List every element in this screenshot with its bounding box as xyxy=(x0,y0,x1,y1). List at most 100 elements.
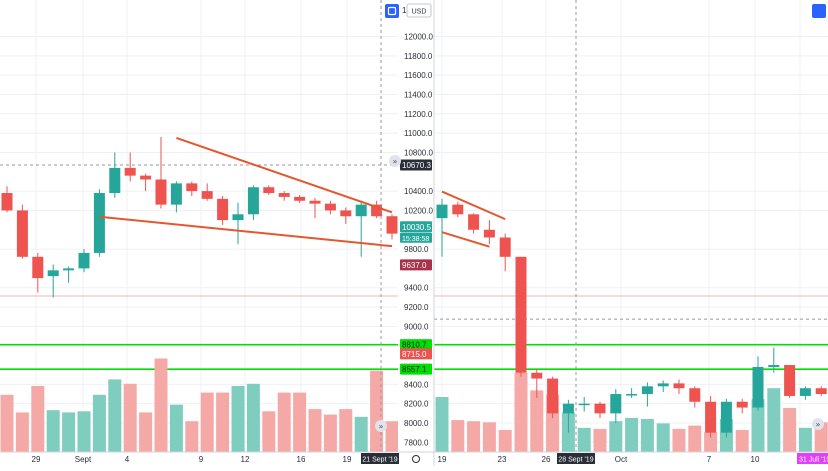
volume-bar xyxy=(798,427,812,452)
volume-bar xyxy=(767,388,781,452)
price-tick-label: 10400.0 xyxy=(404,187,433,196)
scroll-right-button[interactable] xyxy=(375,420,387,432)
volume-bar xyxy=(46,410,60,452)
candle-body xyxy=(483,229,495,238)
price-tick-label: 9400.0 xyxy=(404,284,429,293)
support-high-label-tag xyxy=(400,339,432,351)
volume-bar xyxy=(783,408,797,452)
volume-bar xyxy=(169,404,183,452)
price-axis[interactable]: 12000.0 11800.0 11600.0 11400.0 11200.0 11000… xyxy=(400,32,433,447)
date-cursor-tag xyxy=(557,453,595,464)
candles xyxy=(1,136,827,438)
crosshair-price-label-tag xyxy=(400,159,432,171)
support-high-label: 8810.7 xyxy=(402,341,427,350)
price-tick-label: 9200.0 xyxy=(404,303,429,312)
candle-body xyxy=(784,365,796,396)
trendline[interactable] xyxy=(176,137,393,214)
candle-body xyxy=(63,268,75,271)
candle-body xyxy=(736,401,748,408)
candle-body xyxy=(294,196,306,201)
candle-body xyxy=(355,204,367,217)
candle-body xyxy=(247,187,259,215)
price-tick-label: 8400.0 xyxy=(404,380,429,389)
volume-bar xyxy=(15,412,29,452)
volume-bar xyxy=(262,411,276,452)
date-axis[interactable]: 29 Sept 4 9 12 16 19 21 Sept '19 19 23 26 Oct 7 10 28 … xyxy=(32,453,828,464)
candle-body xyxy=(799,388,811,396)
date-tick-label: 12 xyxy=(241,455,250,464)
price-tick-label: 8000.0 xyxy=(404,419,429,428)
trendline[interactable] xyxy=(441,231,490,248)
candle-body xyxy=(610,394,622,414)
settings-button[interactable] xyxy=(385,4,399,18)
candle-body xyxy=(309,200,321,204)
level-price-label: 9637.0 xyxy=(402,261,427,270)
candle-body xyxy=(720,401,732,433)
date-tick-label: Sept xyxy=(75,455,92,464)
date-tick-label: 4 xyxy=(125,455,130,464)
date-tick-label: 23 xyxy=(498,455,507,464)
date-tick-label: 19 xyxy=(343,455,352,464)
volume-bar xyxy=(640,419,654,452)
current-price-label: 10030.5 xyxy=(402,223,431,232)
crosshair-price-label: 10670.3 xyxy=(402,161,431,170)
candle-body xyxy=(578,403,590,406)
date-tick-label: 9 xyxy=(199,455,204,464)
scroll-right-button[interactable] xyxy=(389,155,401,167)
candle-body xyxy=(673,383,685,389)
volume-bar xyxy=(656,423,670,452)
volume-bar xyxy=(246,383,260,452)
price-tick-label: 12000.0 xyxy=(404,32,433,41)
volume-bar xyxy=(339,409,353,452)
circle-icon[interactable] xyxy=(412,455,420,463)
volume-bar xyxy=(451,420,465,452)
volume-bar xyxy=(514,372,528,452)
currency-badge[interactable] xyxy=(406,3,432,18)
candle-body xyxy=(201,191,213,199)
trendline[interactable] xyxy=(99,215,393,248)
trendlines[interactable] xyxy=(99,137,506,248)
volume-bar xyxy=(354,416,368,452)
support-mid-label-tag xyxy=(400,348,432,360)
settings-button-right[interactable] xyxy=(812,4,826,18)
date-cursor-tag xyxy=(361,453,399,464)
volume-bar xyxy=(688,425,702,452)
scroll-right-button[interactable] xyxy=(812,418,824,430)
trendline[interactable] xyxy=(441,190,506,221)
price-tick-label: 11200.0 xyxy=(404,110,433,119)
scale-label[interactable]: 1 xyxy=(402,6,407,15)
price-tick-label: 8200.0 xyxy=(404,400,429,409)
candle-body xyxy=(594,403,606,414)
candle-body xyxy=(32,256,44,279)
date-cursor-label: 21 Sept '19 xyxy=(362,457,397,464)
volume-bar xyxy=(751,399,765,452)
volume-bar xyxy=(154,358,168,452)
volume-bar xyxy=(231,386,245,452)
candle-body xyxy=(1,193,13,211)
date-tick-label: 10 xyxy=(751,455,760,464)
volume-bar xyxy=(577,427,591,452)
volume-bar xyxy=(139,412,153,452)
volume-bar xyxy=(672,428,686,452)
candle-body xyxy=(562,403,574,414)
candle-body xyxy=(689,388,701,402)
candle-body xyxy=(768,365,780,367)
candle-body xyxy=(752,366,764,408)
horizontal-levels[interactable] xyxy=(0,164,828,370)
volume-bar xyxy=(482,422,496,452)
volume-bar xyxy=(92,394,106,452)
candle-body xyxy=(93,193,105,253)
candle-body xyxy=(815,388,827,395)
volume-bar xyxy=(77,411,91,452)
volume-bar xyxy=(62,412,76,452)
date-cursor-label: 28 Sept '19 xyxy=(558,457,593,464)
price-tick-label: 11800.0 xyxy=(404,52,433,61)
candle-body xyxy=(47,270,59,277)
candle-body xyxy=(124,167,136,176)
price-tick-label: 9000.0 xyxy=(404,322,429,331)
price-tick-label: 7800.0 xyxy=(404,438,429,447)
date-tick-label: 16 xyxy=(297,455,306,464)
candle-body xyxy=(278,193,290,197)
candle-body xyxy=(547,378,559,414)
